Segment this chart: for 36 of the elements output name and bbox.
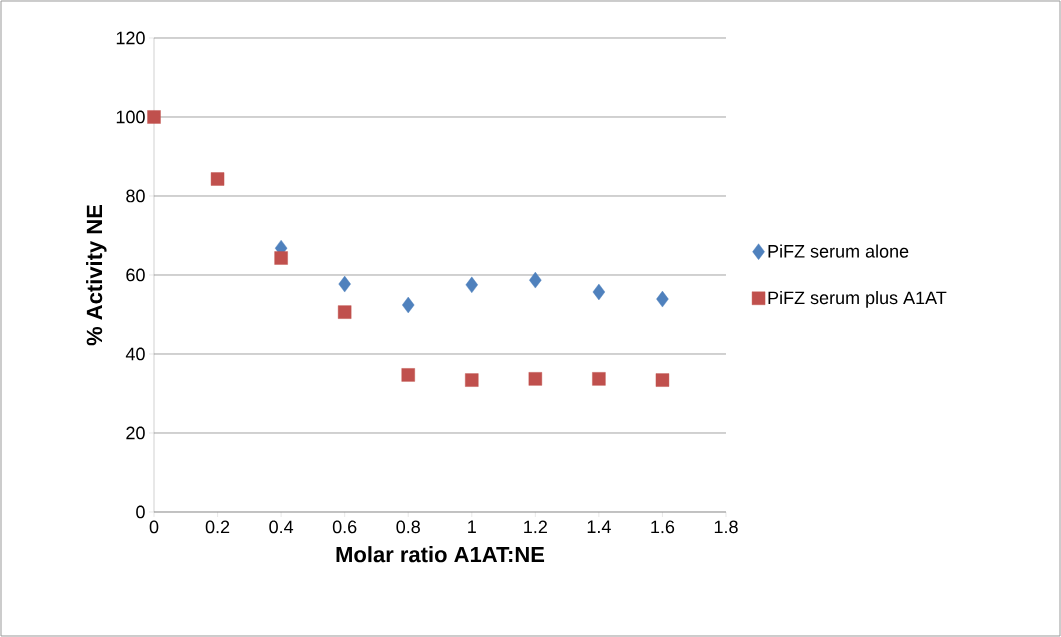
point: [337, 305, 352, 319]
point: [401, 368, 415, 382]
point: [402, 296, 415, 314]
point: [147, 110, 161, 124]
x-tick-label: 0.2: [205, 520, 230, 534]
legend-label: PiFZ serum alone: [768, 244, 909, 258]
y-tick-label: 120: [116, 31, 145, 45]
y-tick-label: 0: [136, 505, 145, 519]
y-tick-label: 60: [126, 268, 145, 282]
point: [465, 276, 478, 294]
x-tick-label: 1: [468, 520, 476, 533]
point: [655, 373, 670, 387]
x-axis-title: Molar ratio A1AT:NE: [336, 546, 545, 563]
point: [592, 283, 606, 301]
x-tick-label: 0.4: [269, 520, 294, 534]
x-tick-label: 0: [149, 520, 159, 534]
point: [528, 372, 543, 386]
x-tick-label: 1.6: [651, 520, 675, 534]
x-tick-label: 0.8: [396, 520, 420, 534]
x-tick-label: 1.8: [714, 520, 738, 534]
y-tick-label: 100: [116, 110, 145, 124]
x-tick-label: 1.2: [524, 520, 547, 534]
point: [592, 372, 606, 386]
y-tick-label: 20: [126, 426, 145, 440]
y-axis-title: % Activity NE: [86, 204, 107, 346]
point: [656, 290, 669, 308]
y-tick-label: 40: [125, 347, 145, 361]
y-tick-label: 80: [126, 189, 145, 203]
point: [338, 275, 351, 293]
x-tick-label: 0.6: [332, 520, 357, 534]
point: [274, 251, 288, 265]
point: [529, 271, 542, 289]
legend-label: PiFZ serum plus A1AT: [768, 290, 947, 308]
x-tick-label: 1.4: [587, 520, 611, 533]
point: [465, 373, 479, 387]
point: [210, 172, 225, 186]
